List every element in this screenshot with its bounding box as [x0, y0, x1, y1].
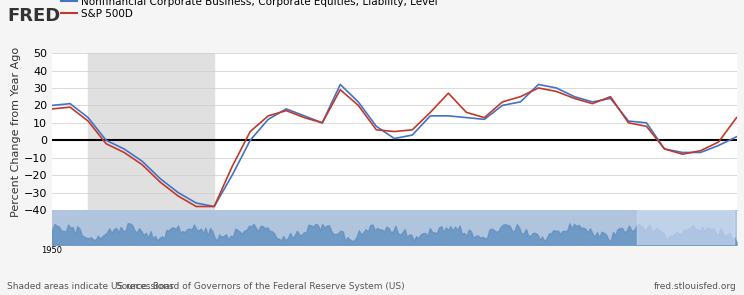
S&P 500D	[48, 107, 57, 111]
Nonfinancial Corporate Business; Corporate Equities; Liability, Level	[102, 138, 111, 142]
S&P 500D	[65, 105, 74, 109]
S&P 500D	[660, 147, 669, 151]
S&P 500D	[732, 116, 741, 119]
Nonfinancial Corporate Business; Corporate Equities; Liability, Level	[642, 121, 651, 124]
S&P 500D	[588, 102, 597, 105]
S&P 500D	[642, 124, 651, 128]
S&P 500D	[408, 128, 417, 132]
S&P 500D	[282, 109, 291, 112]
S&P 500D	[480, 116, 489, 119]
Nonfinancial Corporate Business; Corporate Equities; Liability, Level	[570, 95, 579, 99]
S&P 500D	[606, 95, 615, 99]
S&P 500D	[173, 194, 182, 198]
S&P 500D	[696, 149, 705, 153]
S&P 500D	[426, 111, 434, 114]
Text: FRED: FRED	[7, 7, 61, 25]
Nonfinancial Corporate Business; Corporate Equities; Liability, Level	[173, 191, 182, 194]
Nonfinancial Corporate Business; Corporate Equities; Liability, Level	[354, 100, 363, 104]
Nonfinancial Corporate Business; Corporate Equities; Liability, Level	[300, 114, 309, 118]
Nonfinancial Corporate Business; Corporate Equities; Liability, Level	[48, 104, 57, 107]
S&P 500D	[264, 114, 273, 118]
Line: Nonfinancial Corporate Business; Corporate Equities; Liability, Level: Nonfinancial Corporate Business; Corpora…	[52, 84, 737, 206]
S&P 500D	[83, 119, 92, 123]
Nonfinancial Corporate Business; Corporate Equities; Liability, Level	[498, 104, 507, 107]
S&P 500D	[552, 90, 561, 93]
S&P 500D	[155, 180, 164, 184]
S&P 500D	[120, 151, 129, 154]
Nonfinancial Corporate Business; Corporate Equities; Liability, Level	[138, 159, 147, 163]
Nonfinancial Corporate Business; Corporate Equities; Liability, Level	[552, 86, 561, 90]
Nonfinancial Corporate Business; Corporate Equities; Liability, Level	[408, 133, 417, 137]
Nonfinancial Corporate Business; Corporate Equities; Liability, Level	[660, 147, 669, 151]
Nonfinancial Corporate Business; Corporate Equities; Liability, Level	[246, 138, 254, 142]
S&P 500D	[300, 116, 309, 119]
S&P 500D	[678, 153, 687, 156]
Nonfinancial Corporate Business; Corporate Equities; Liability, Level	[372, 124, 381, 128]
Nonfinancial Corporate Business; Corporate Equities; Liability, Level	[83, 116, 92, 119]
S&P 500D	[534, 86, 543, 90]
Nonfinancial Corporate Business; Corporate Equities; Liability, Level	[282, 107, 291, 111]
Nonfinancial Corporate Business; Corporate Equities; Liability, Level	[120, 147, 129, 151]
S&P 500D	[624, 121, 633, 124]
Nonfinancial Corporate Business; Corporate Equities; Liability, Level	[210, 205, 219, 208]
S&P 500D	[138, 163, 147, 166]
Nonfinancial Corporate Business; Corporate Equities; Liability, Level	[534, 83, 543, 86]
Nonfinancial Corporate Business; Corporate Equities; Liability, Level	[462, 116, 471, 119]
S&P 500D	[354, 104, 363, 107]
S&P 500D	[210, 205, 219, 208]
S&P 500D	[372, 128, 381, 132]
Nonfinancial Corporate Business; Corporate Equities; Liability, Level	[65, 102, 74, 105]
S&P 500D	[318, 121, 327, 124]
Y-axis label: Percent Change from Year Ago: Percent Change from Year Ago	[11, 47, 21, 217]
Nonfinancial Corporate Business; Corporate Equities; Liability, Level	[192, 201, 201, 205]
Nonfinancial Corporate Business; Corporate Equities; Liability, Level	[318, 121, 327, 124]
Bar	[637, 210, 734, 245]
S&P 500D	[570, 97, 579, 100]
Text: Source: Board of Governors of the Federal Reserve System (US): Source: Board of Governors of the Federa…	[116, 282, 405, 291]
Nonfinancial Corporate Business; Corporate Equities; Liability, Level	[444, 114, 453, 118]
S&P 500D	[192, 205, 201, 208]
Nonfinancial Corporate Business; Corporate Equities; Liability, Level	[588, 100, 597, 104]
Text: Shaded areas indicate US recessions: Shaded areas indicate US recessions	[7, 282, 174, 291]
S&P 500D	[498, 100, 507, 104]
Line: S&P 500D: S&P 500D	[52, 88, 737, 206]
S&P 500D	[714, 140, 723, 144]
Nonfinancial Corporate Business; Corporate Equities; Liability, Level	[714, 144, 723, 147]
S&P 500D	[462, 111, 471, 114]
Legend: Nonfinancial Corporate Business; Corporate Equities; Liability, Level, S&P 500D: Nonfinancial Corporate Business; Corpora…	[57, 0, 442, 23]
S&P 500D	[444, 91, 453, 95]
Nonfinancial Corporate Business; Corporate Equities; Liability, Level	[516, 100, 525, 104]
S&P 500D	[516, 95, 525, 99]
Nonfinancial Corporate Business; Corporate Equities; Liability, Level	[732, 135, 741, 139]
Nonfinancial Corporate Business; Corporate Equities; Liability, Level	[624, 119, 633, 123]
Text: fred.stlouisfed.org: fred.stlouisfed.org	[654, 282, 737, 291]
S&P 500D	[336, 88, 344, 91]
Bar	[88, 53, 214, 210]
S&P 500D	[246, 130, 254, 133]
Nonfinancial Corporate Business; Corporate Equities; Liability, Level	[696, 151, 705, 154]
Nonfinancial Corporate Business; Corporate Equities; Liability, Level	[228, 173, 237, 177]
Nonfinancial Corporate Business; Corporate Equities; Liability, Level	[390, 137, 399, 140]
S&P 500D	[102, 142, 111, 145]
Nonfinancial Corporate Business; Corporate Equities; Liability, Level	[264, 118, 273, 121]
S&P 500D	[390, 130, 399, 133]
Nonfinancial Corporate Business; Corporate Equities; Liability, Level	[606, 97, 615, 100]
Nonfinancial Corporate Business; Corporate Equities; Liability, Level	[155, 177, 164, 180]
Nonfinancial Corporate Business; Corporate Equities; Liability, Level	[678, 151, 687, 154]
Nonfinancial Corporate Business; Corporate Equities; Liability, Level	[426, 114, 434, 118]
Nonfinancial Corporate Business; Corporate Equities; Liability, Level	[480, 118, 489, 121]
S&P 500D	[228, 165, 237, 168]
Nonfinancial Corporate Business; Corporate Equities; Liability, Level	[336, 83, 344, 86]
